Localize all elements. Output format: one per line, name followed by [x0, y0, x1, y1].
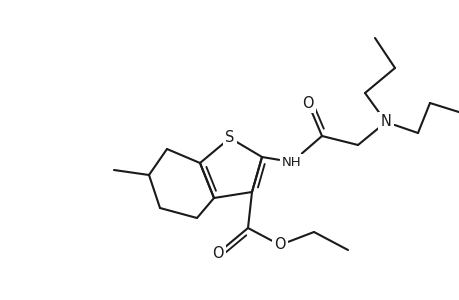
- Text: NH: NH: [281, 155, 301, 169]
- Text: O: O: [274, 238, 285, 253]
- Text: N: N: [380, 115, 391, 130]
- Text: O: O: [302, 95, 313, 110]
- Text: S: S: [225, 130, 234, 146]
- Text: O: O: [212, 245, 223, 260]
